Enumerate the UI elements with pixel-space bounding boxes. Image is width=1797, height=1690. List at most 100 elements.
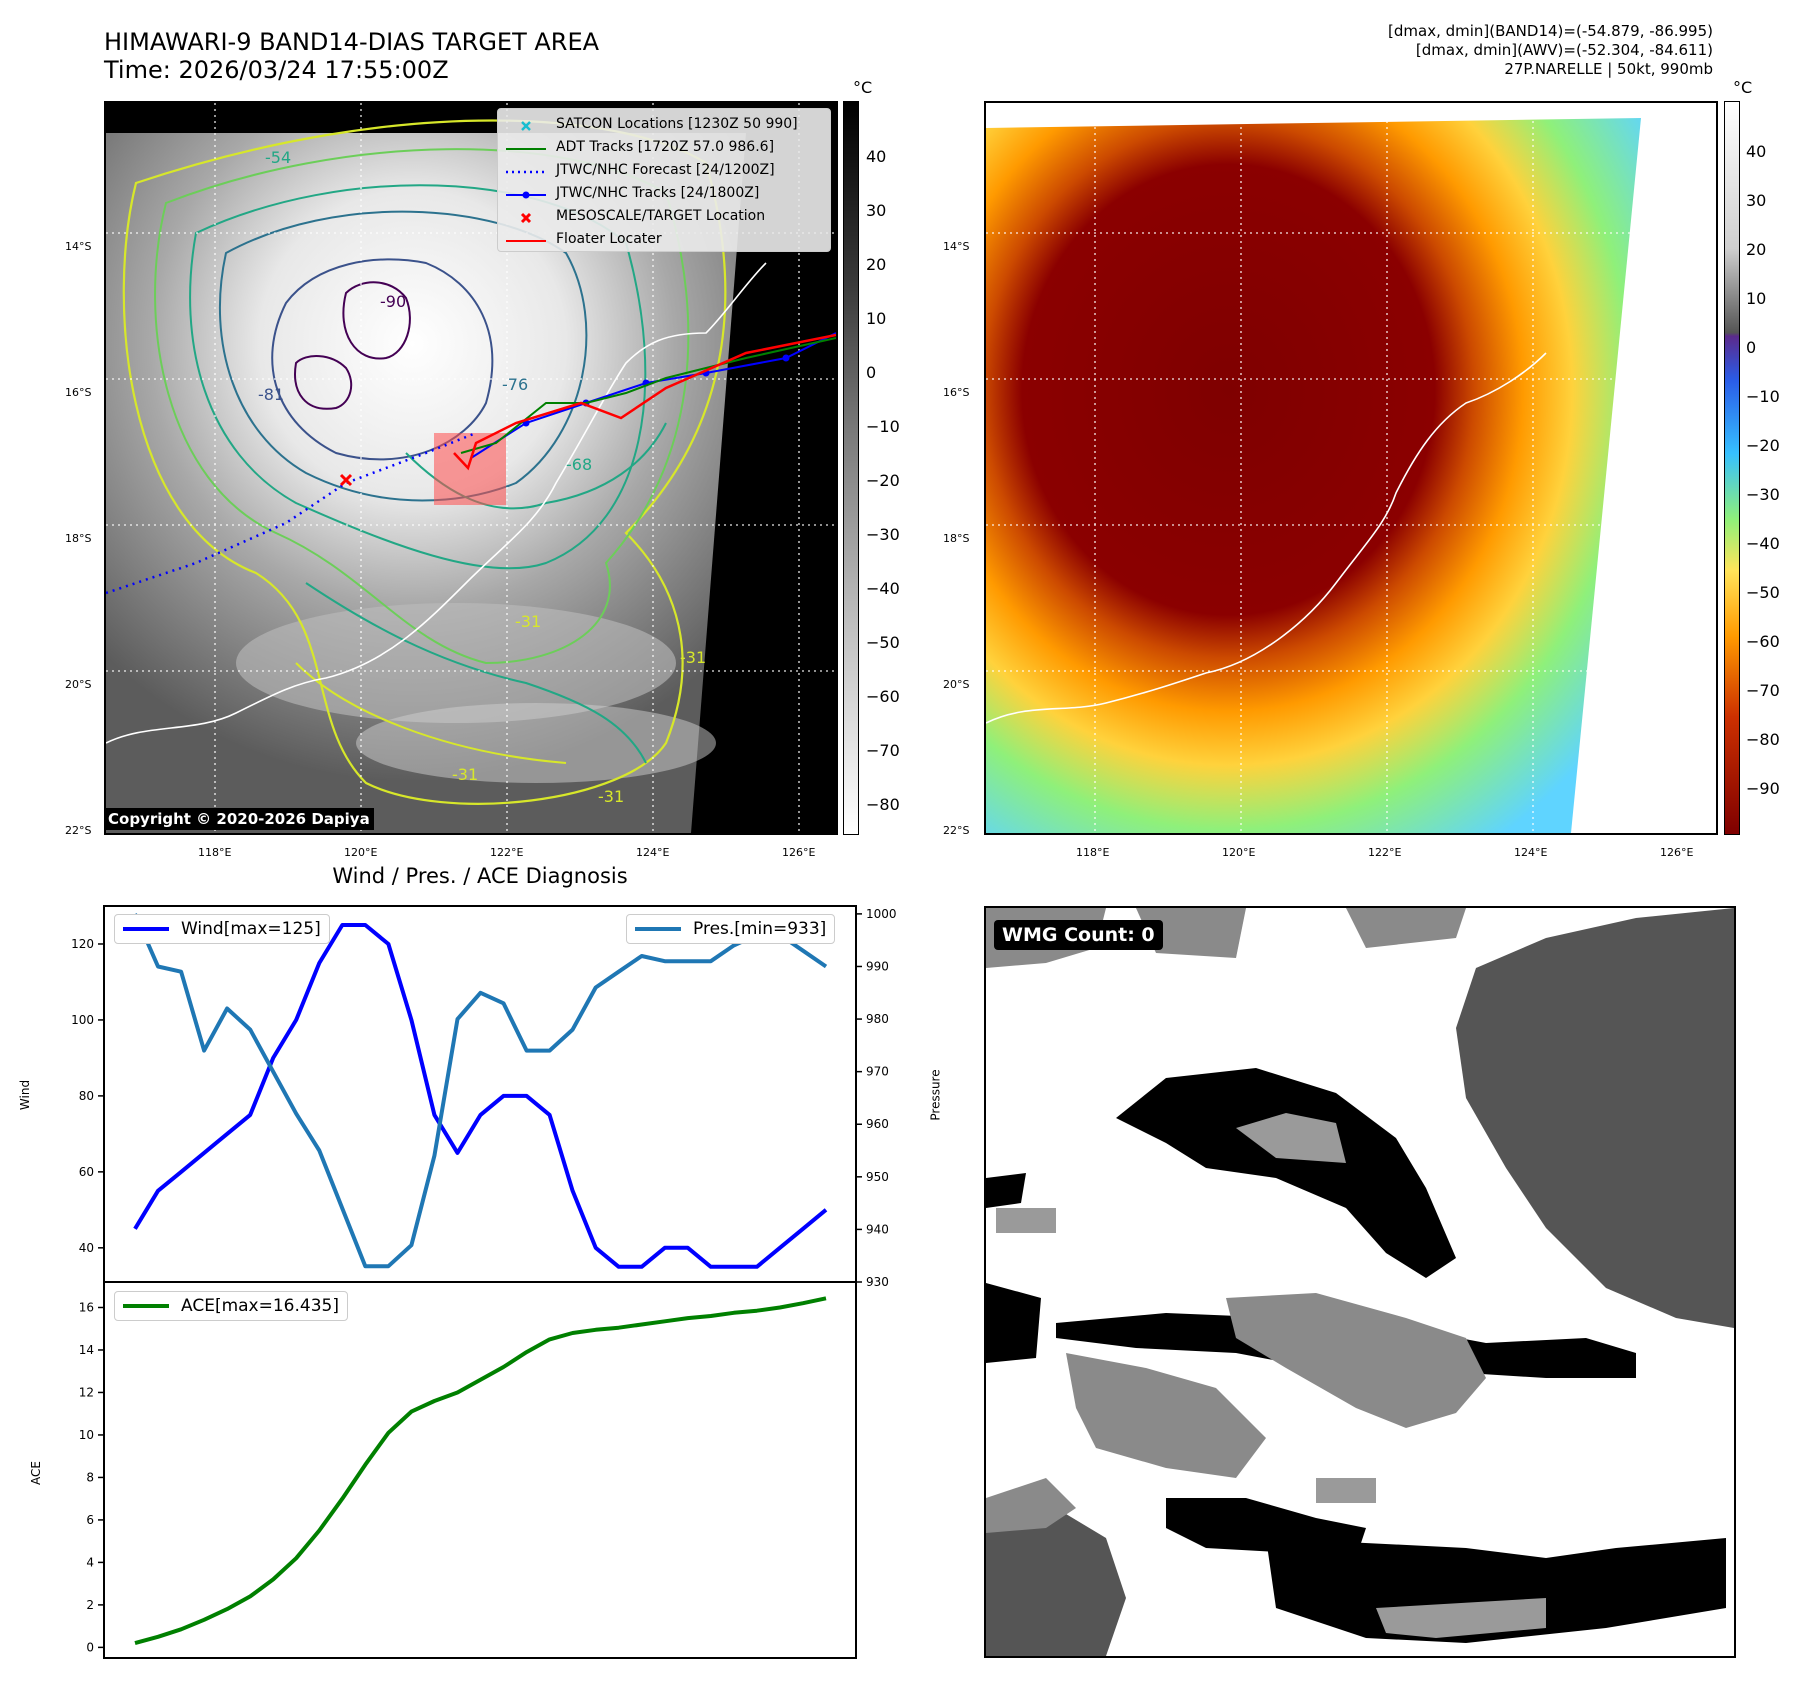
lon-label: 118°E (1076, 846, 1110, 859)
colorbar-tick: 40 (866, 147, 887, 166)
wind-tick-label: 40 (79, 1241, 94, 1255)
info-line-1: [dmax, dmin](BAND14)=(-54.879, -86.995) (1388, 22, 1713, 40)
legend-jtwc-forecast-label: JTWC/NHC Forecast [24/1200Z] (556, 162, 775, 178)
ace-legend: ACE[max=16.435] (114, 1291, 348, 1321)
pressure-tick-label: 960 (866, 1117, 889, 1131)
colorbar-tick: −80 (866, 795, 900, 814)
pressure-tick-label: 980 (866, 1012, 889, 1026)
ace-tick-label: 10 (79, 1428, 94, 1442)
right-colorbar-unit: °C (1733, 78, 1753, 97)
pressure-tick-label: 950 (866, 1170, 889, 1184)
colorbar-tick: 40 (1746, 142, 1767, 161)
satcon-marker-icon (506, 118, 546, 132)
diagnosis-title: Wind / Pres. / ACE Diagnosis (332, 864, 628, 888)
storm-info: [dmax, dmin](BAND14)=(-54.879, -86.995) … (1388, 22, 1713, 79)
lat-label: 14°S (65, 240, 92, 253)
legend-satcon: SATCON Locations [1230Z 50 990] (506, 113, 822, 136)
awv-map-panel[interactable] (984, 101, 1718, 835)
contour-label: -76 (502, 375, 529, 394)
colorbar-tick: −20 (866, 471, 900, 490)
track-line-dot-icon (506, 187, 546, 201)
contour-label: -81 (258, 385, 285, 404)
ace-tick-label: 12 (79, 1385, 94, 1399)
colorbar-tick: −50 (866, 633, 900, 652)
contour-label: -31 (515, 612, 542, 631)
colorbar-tick: −40 (866, 579, 900, 598)
wind-axis-title: Wind (18, 1079, 33, 1111)
lat-label: 20°S (65, 678, 92, 691)
lon-label: 124°E (1514, 846, 1548, 859)
colorbar-tick: −10 (1746, 387, 1780, 406)
ace-tick-label: 4 (86, 1555, 94, 1569)
info-line-2: [dmax, dmin](AWV)=(-52.304, -84.611) (1415, 41, 1713, 59)
colorbar-tick: 30 (866, 201, 887, 220)
wind-legend: Wind[max=125] (114, 914, 330, 944)
contour-label: -31 (598, 787, 625, 806)
title-line-2: Time: 2026/03/24 17:55:00Z (104, 56, 449, 84)
lon-label: 122°E (490, 846, 524, 859)
lat-label: 18°S (943, 532, 970, 545)
diagnosis-chart[interactable]: 40 60 80 100 120 930 940 950 960 970 980 990 1000 0 2… (0, 890, 960, 1670)
ace-tick-label: 0 (86, 1640, 94, 1654)
target-x-icon (506, 210, 546, 224)
lat-label: 14°S (943, 240, 970, 253)
lat-label: 22°S (65, 824, 92, 837)
lat-label: 18°S (65, 532, 92, 545)
lat-label: 16°S (65, 386, 92, 399)
legend-jtwc-tracks-label: JTWC/NHC Tracks [24/1800Z] (556, 185, 760, 201)
lat-label: 16°S (943, 386, 970, 399)
ir-map-panel[interactable] (104, 101, 838, 835)
pressure-tick-label: 1000 (866, 907, 897, 921)
adt-line-icon (506, 141, 546, 155)
legend-mesoscale: MESOSCALE/TARGET Location (506, 205, 822, 228)
legend-mesoscale-label: MESOSCALE/TARGET Location (556, 208, 766, 224)
colorbar-tick: 30 (1746, 191, 1767, 210)
wind-tick-label: 100 (71, 1013, 94, 1027)
colorbar-tick: 0 (866, 363, 877, 382)
ace-legend-line-icon (123, 1304, 169, 1308)
ace-tick-label: 8 (86, 1470, 94, 1484)
colorbar-tick: 10 (1746, 289, 1767, 308)
pressure-tick-label: 970 (866, 1065, 889, 1079)
legend-jtwc-tracks: JTWC/NHC Tracks [24/1800Z] (506, 182, 822, 205)
wind-tick-label: 120 (71, 937, 94, 951)
pressure-legend-line-icon (635, 927, 681, 931)
colorbar-tick: 20 (1746, 240, 1767, 259)
ace-tick-label: 2 (86, 1598, 94, 1612)
colorbar-tick: −70 (866, 741, 900, 760)
wmg-panel[interactable] (984, 906, 1736, 1658)
pressure-legend: Pres.[min=933] (626, 914, 836, 944)
wmg-image (986, 908, 1734, 1656)
colorbar-tick: −70 (1746, 681, 1780, 700)
legend-satcon-label: SATCON Locations [1230Z 50 990] (556, 116, 798, 132)
contour-label: -31 (452, 765, 479, 784)
lon-label: 126°E (782, 846, 816, 859)
title-line-1: HIMAWARI-9 BAND14-DIAS TARGET AREA (104, 28, 600, 56)
wind-series-line (133, 923, 828, 1269)
pressure-tick-label: 940 (866, 1222, 889, 1236)
contour-label: -54 (265, 148, 292, 167)
ace-tick-label: 16 (79, 1300, 94, 1314)
lon-label: 122°E (1368, 846, 1402, 859)
lon-label: 124°E (636, 846, 670, 859)
awv-map-image (986, 103, 1716, 833)
legend-adt-label: ADT Tracks [1720Z 57.0 986.6] (556, 139, 775, 155)
ace-tick-label: 14 (79, 1343, 94, 1357)
ace-frame (103, 1281, 857, 1659)
right-colorbar (1724, 101, 1740, 835)
colorbar-tick: −30 (1746, 485, 1780, 504)
left-colorbar-unit: °C (853, 78, 873, 97)
pressure-tick-label: 990 (866, 959, 889, 973)
pressure-tick-label: 930 (866, 1275, 889, 1289)
colorbar-tick: 10 (866, 309, 887, 328)
lon-label: 120°E (1222, 846, 1256, 859)
lon-label: 126°E (1660, 846, 1694, 859)
pressure-axis-title: Pressure (928, 1069, 943, 1121)
contour-label: -68 (566, 455, 593, 474)
ace-legend-label: ACE[max=16.435] (181, 1296, 339, 1316)
ace-axis-title: ACE (28, 1461, 43, 1485)
map-legend: SATCON Locations [1230Z 50 990] ADT Trac… (497, 108, 831, 252)
lat-label: 20°S (943, 678, 970, 691)
ir-map-image (106, 103, 836, 833)
ace-tick-label: 6 (86, 1513, 94, 1527)
